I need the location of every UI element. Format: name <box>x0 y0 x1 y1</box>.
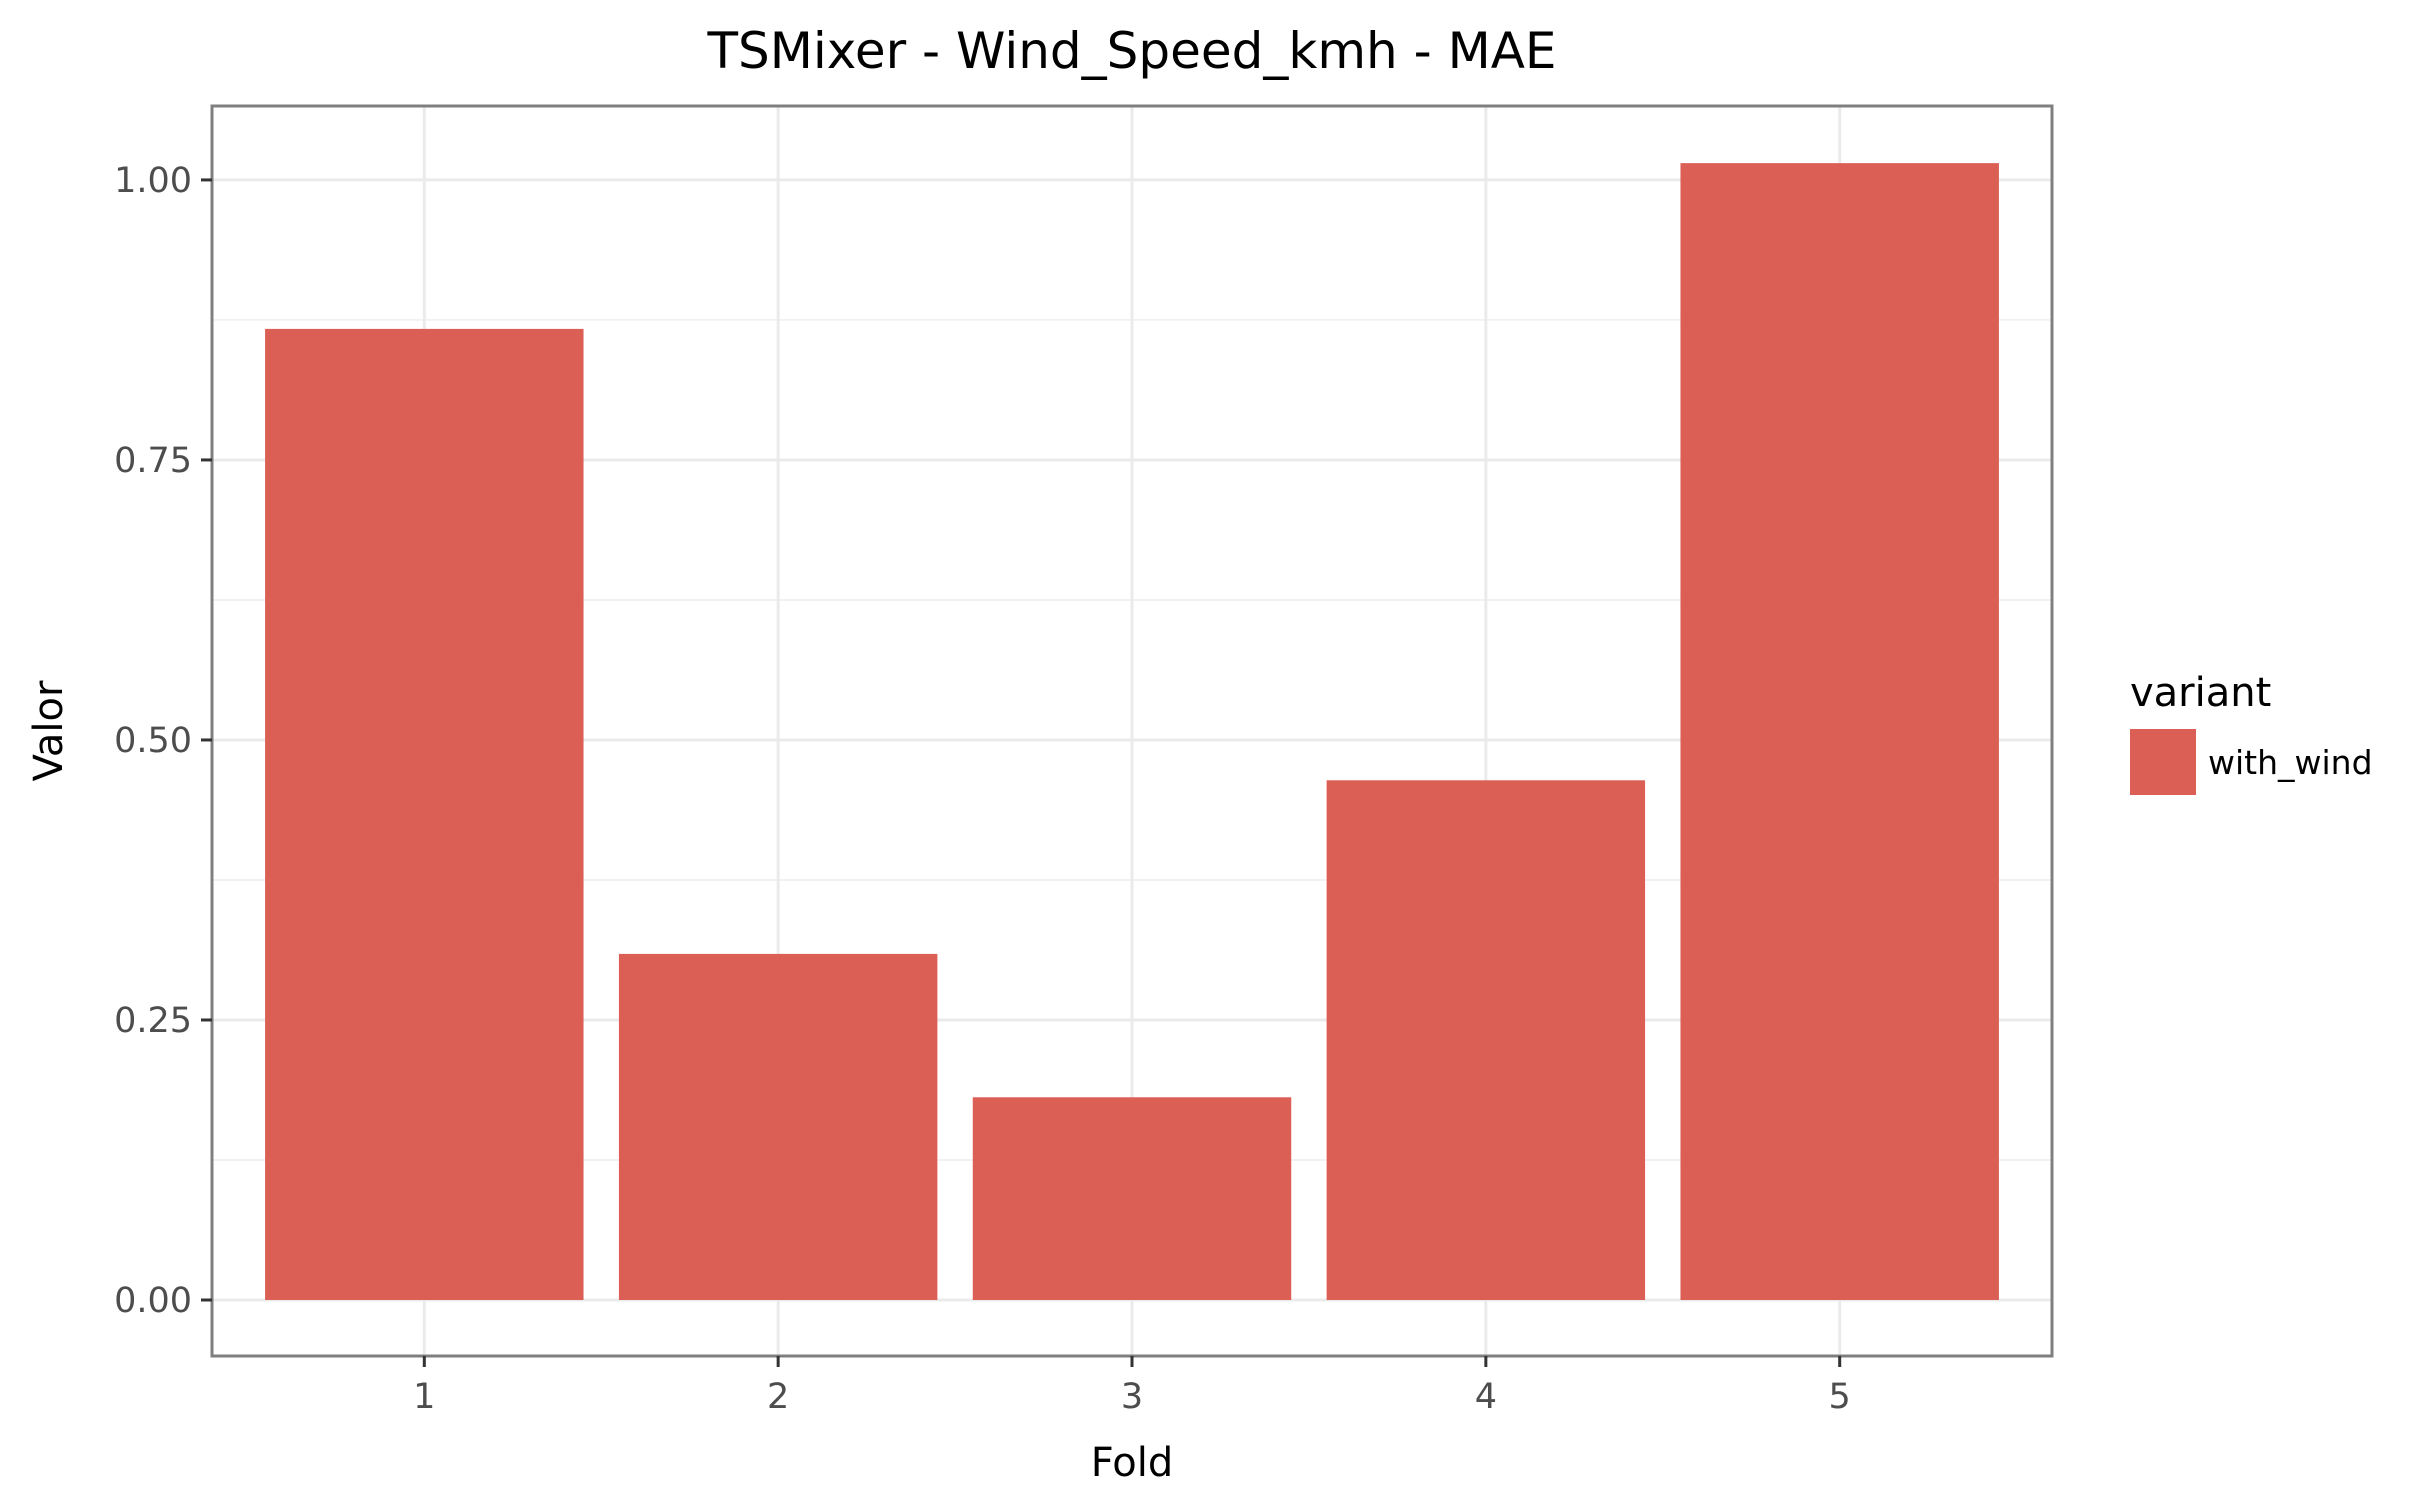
y-tick-label: 0.50 <box>114 721 192 761</box>
x-axis: 1 2 3 4 5 <box>413 1356 1851 1417</box>
y-tick-label: 0.00 <box>114 1281 192 1321</box>
legend: variant with_wind <box>2130 670 2373 795</box>
legend-swatch <box>2130 729 2196 795</box>
bar-fold-1 <box>265 328 584 1300</box>
bar-fold-4 <box>1326 780 1646 1300</box>
bars <box>265 163 1999 1300</box>
y-axis: 0.00 0.25 0.50 0.75 1.00 <box>114 161 212 1321</box>
x-tick-label: 2 <box>767 1377 789 1417</box>
legend-label: with_wind <box>2208 743 2373 782</box>
y-tick-label: 0.25 <box>114 1001 192 1041</box>
x-tick-label: 4 <box>1475 1377 1497 1417</box>
chart-title: TSMixer - Wind_Speed_kmh - MAE <box>706 22 1556 80</box>
bar-fold-5 <box>1680 163 1999 1300</box>
bar-fold-2 <box>618 953 938 1300</box>
bar-fold-3 <box>972 1097 1292 1300</box>
legend-items: with_wind <box>2130 729 2373 795</box>
x-tick-label: 5 <box>1829 1377 1851 1417</box>
y-axis-title: Valor <box>26 680 72 781</box>
x-axis-title: Fold <box>1091 1440 1174 1486</box>
y-tick-label: 1.00 <box>114 161 192 201</box>
x-tick-label: 3 <box>1121 1377 1143 1417</box>
y-tick-label: 0.75 <box>114 441 192 481</box>
legend-title: variant <box>2130 670 2271 716</box>
x-tick-label: 1 <box>413 1377 435 1417</box>
